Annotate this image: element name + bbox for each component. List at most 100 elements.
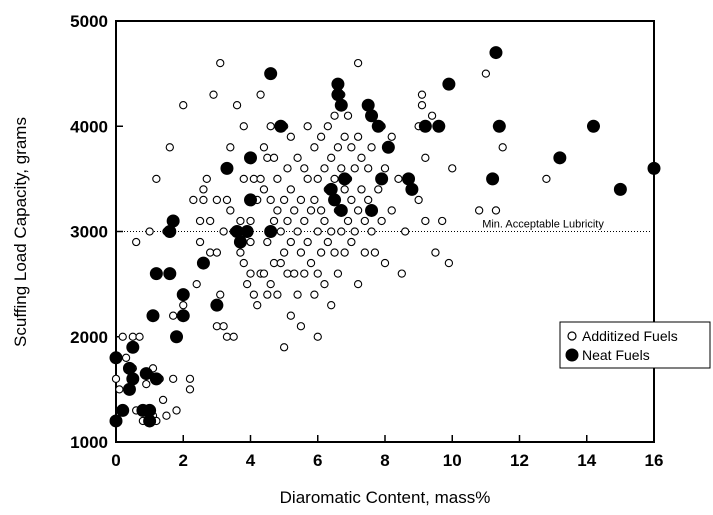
neat-fuel-point [647, 161, 661, 175]
additized-fuel-point [286, 311, 295, 320]
additized-fuel-point [387, 206, 396, 215]
additized-fuel-point [276, 258, 285, 268]
additized-fuel-point [205, 248, 215, 257]
additized-fuel-point [296, 322, 306, 331]
additized-fuel-point [323, 237, 332, 247]
neat-fuel-point [126, 372, 140, 386]
additized-fuel-point [286, 185, 295, 194]
additized-fuel-point [273, 206, 282, 215]
neat-fuel-point [405, 182, 419, 196]
additized-fuel-point [259, 269, 269, 278]
additized-fuel-point [293, 290, 302, 299]
additized-fuel-point [414, 195, 423, 205]
neat-fuel-point [375, 172, 389, 186]
additized-fuel-point [320, 216, 329, 226]
additized-fuel-point [226, 206, 235, 215]
neat-fuel-point [220, 161, 234, 175]
x-tick-label: 6 [313, 451, 322, 470]
additized-fuel-point [205, 216, 215, 226]
additized-fuel-point [421, 153, 430, 162]
additized-fuel-point [431, 248, 440, 257]
additized-fuel-point [401, 227, 410, 236]
additized-fuel-point [202, 174, 211, 184]
additized-fuel-point [313, 332, 322, 341]
additized-fuel-point [380, 258, 390, 268]
additized-fuel-point [216, 290, 225, 299]
additized-fuel-point [296, 248, 306, 257]
additized-fuel-point [185, 374, 195, 383]
additized-fuel-point [219, 227, 228, 236]
additized-fuel-point [347, 237, 356, 247]
additized-fuel-point [374, 185, 383, 194]
x-tick-label: 8 [380, 451, 389, 470]
additized-fuel-point [293, 227, 302, 236]
neat-fuel-point [264, 225, 278, 238]
additized-fuel-point [303, 122, 312, 131]
additized-fuel-point [145, 227, 154, 236]
additized-fuel-point [310, 290, 319, 299]
additized-fuel-point [290, 269, 299, 278]
additized-fuel-point [172, 406, 181, 415]
additized-fuel-point [246, 269, 255, 278]
additized-fuel-point [327, 153, 336, 162]
additized-fuel-point [370, 248, 380, 257]
x-tick-label: 14 [577, 451, 596, 470]
additized-fuel-point [397, 269, 406, 278]
additized-fuel-point [286, 132, 295, 141]
neat-fuel-point [149, 267, 163, 281]
neat-fuel-point [328, 193, 342, 207]
additized-fuel-point [303, 174, 312, 184]
additized-fuel-point [269, 216, 279, 226]
additized-fuel-point [266, 195, 275, 205]
neat-fuel-point [149, 372, 163, 386]
additized-fuel-point [263, 290, 272, 299]
neat-fuel-point [274, 119, 288, 133]
additized-fuel-point [195, 216, 205, 226]
additized-fuel-point [239, 174, 248, 184]
neat-fuel-point [371, 119, 385, 133]
additized-fuel-point [185, 385, 195, 394]
neat-fuel-point [196, 256, 210, 270]
neat-fuel-point [109, 351, 123, 365]
additized-fuel-point [360, 216, 369, 226]
reference-line-group: Min. Acceptable Lubricity [118, 219, 650, 232]
additized-fuel-point [330, 111, 339, 120]
additized-fuel-point [128, 332, 137, 341]
additized-fuel-point [347, 195, 356, 205]
additized-fuel-point [239, 122, 248, 131]
additized-fuel-point [212, 248, 222, 257]
neat-fuel-point [163, 267, 177, 281]
additized-fuel-point [179, 101, 188, 110]
additized-fuels-points [111, 58, 551, 426]
additized-fuel-point [491, 206, 501, 215]
additized-fuel-point [209, 90, 218, 99]
neat-fuel-point [210, 298, 224, 312]
additized-fuel-point [199, 185, 208, 194]
neat-fuel-point [109, 414, 123, 428]
additized-fuel-point [357, 185, 366, 194]
additized-fuel-point [242, 279, 252, 289]
additized-fuel-point [269, 153, 279, 162]
additized-fuel-point [249, 174, 259, 184]
y-tick-label: 1000 [70, 433, 108, 452]
axis-ticks: 0 2 4 6 8 10 12 14 16 1000 2000 3000 4000 5000 [70, 12, 663, 470]
neat-fuel-point [166, 214, 180, 228]
additized-fuel-point [152, 174, 161, 184]
neat-fuel-point [176, 288, 190, 302]
additized-fuel-point [263, 237, 272, 247]
additized-fuel-point [236, 248, 245, 257]
additized-fuel-point [296, 195, 306, 205]
neat-fuel-point [146, 309, 160, 323]
additized-fuel-point [340, 132, 349, 141]
additized-fuel-point [165, 143, 174, 152]
additized-fuel-point [367, 227, 376, 236]
neat-fuel-point [176, 309, 190, 323]
neat-fuel-point [442, 77, 456, 91]
additized-fuel-point [276, 227, 285, 236]
additized-fuel-point [380, 164, 390, 173]
additized-fuel-point [427, 111, 437, 120]
additized-fuel-point [300, 216, 309, 226]
additized-fuel-point [259, 185, 269, 194]
additized-fuel-point [212, 322, 222, 331]
additized-fuel-point [313, 269, 322, 278]
